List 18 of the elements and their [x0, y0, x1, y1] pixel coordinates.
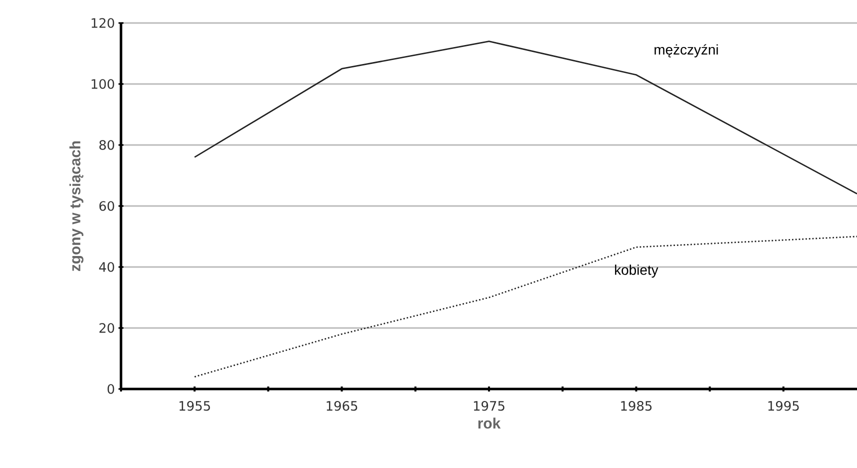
- x-tick-label: 1955: [180, 400, 210, 411]
- x-tick-label: 1985: [621, 400, 652, 411]
- x-tick-label: 1965: [326, 400, 358, 411]
- y-tick-label: 100: [92, 79, 114, 89]
- line-series: [194, 236, 857, 378]
- y-tick-label: 80: [99, 140, 114, 150]
- y-tick-label: 40: [99, 262, 114, 272]
- y-tick-label: 0: [108, 384, 114, 394]
- x-tick-label: 1995: [768, 400, 799, 411]
- series-label: kobiety: [615, 264, 658, 278]
- line-series: [194, 40, 857, 194]
- x-axis-title: rok: [478, 418, 501, 429]
- x-tick-label: 1975: [474, 400, 504, 411]
- y-axis-title: zgony w tysiącach: [69, 141, 84, 272]
- y-tick-label: 20: [99, 323, 114, 333]
- y-tick-label: 120: [92, 18, 114, 28]
- y-tick-label: 60: [99, 201, 114, 211]
- series-label: mężczyźni: [654, 44, 718, 58]
